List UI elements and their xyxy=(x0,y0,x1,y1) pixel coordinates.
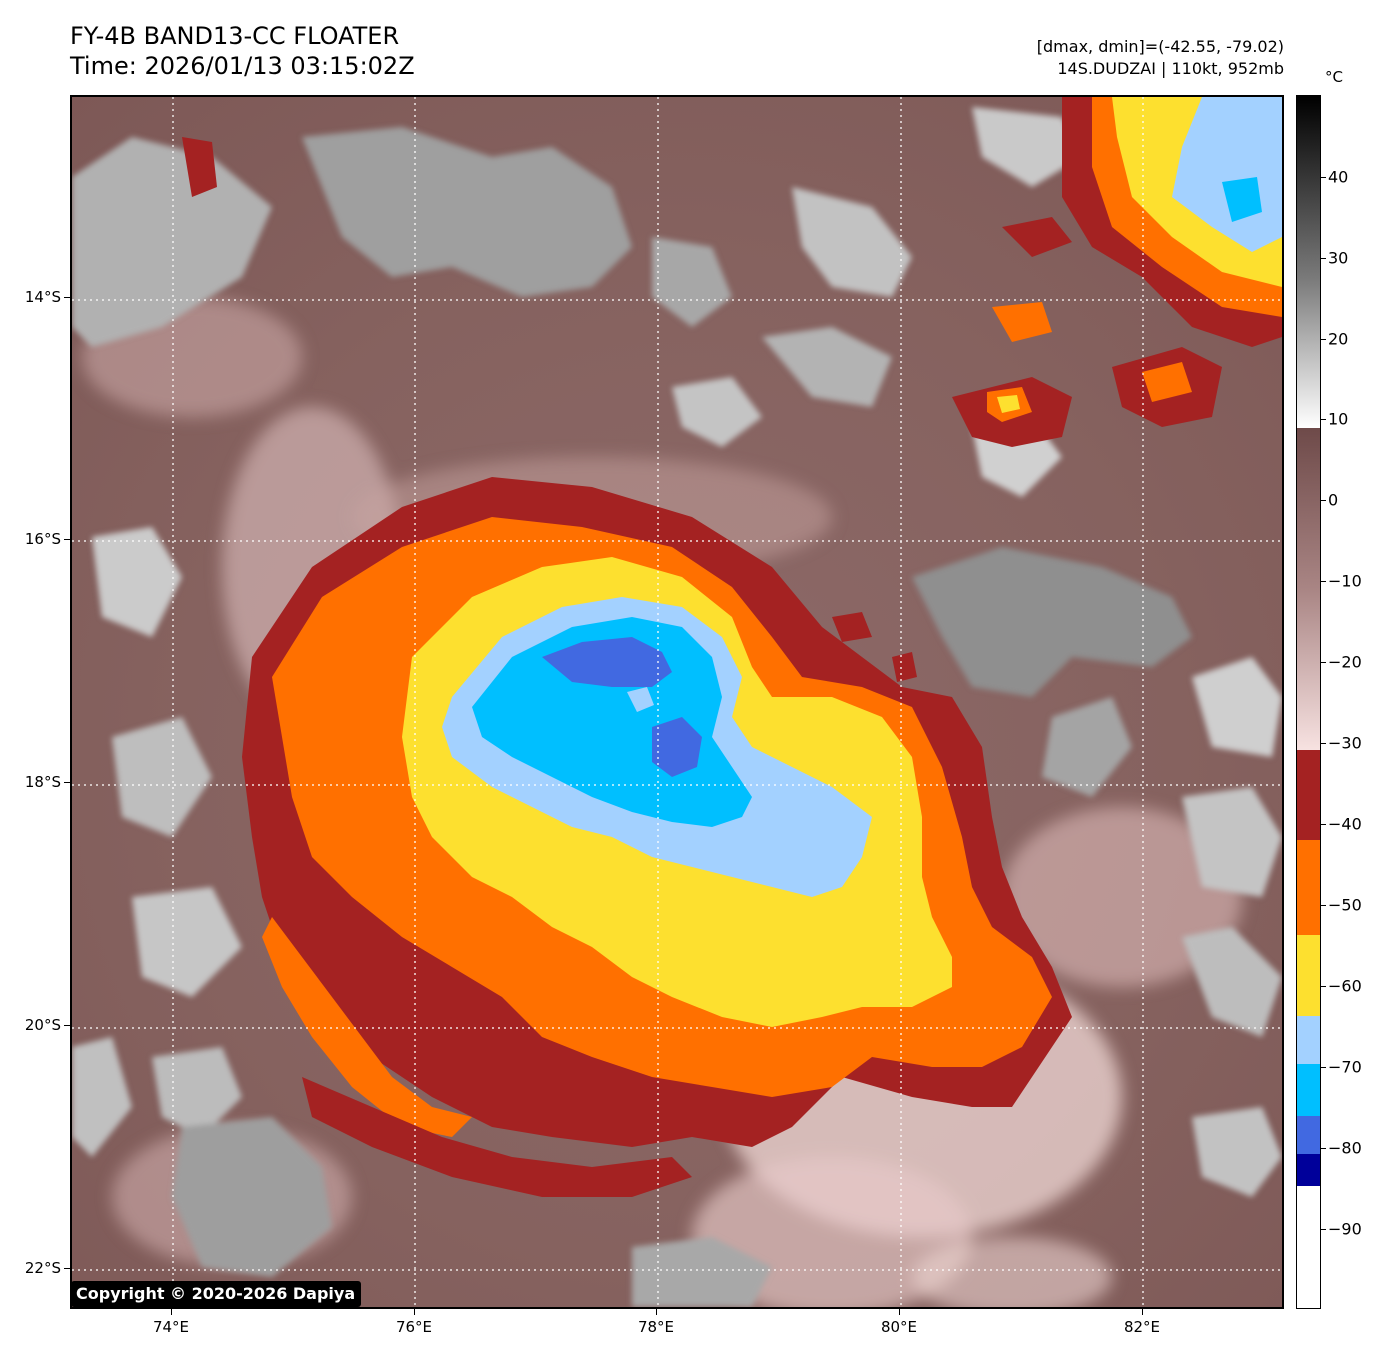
colorbar-label-minus70: −70 xyxy=(1328,1057,1362,1077)
lon-tick xyxy=(171,1309,172,1315)
colorbar-label-20: 20 xyxy=(1328,329,1349,349)
storm-info: 14S.DUDZAI | 110kt, 952mb xyxy=(1057,59,1284,78)
gridlines xyxy=(72,97,1282,1307)
colorbar-tick xyxy=(1321,581,1326,582)
storm-inner-light xyxy=(627,687,654,712)
storm-royal-blue-north xyxy=(542,637,672,687)
colorbar-dark-red xyxy=(1297,750,1320,840)
storm-cyan xyxy=(472,617,752,827)
colorbar-tick xyxy=(1321,419,1326,420)
observation-time: Time: 2026/01/13 03:15:02Z xyxy=(70,52,415,80)
colorbar-cyan xyxy=(1297,1064,1320,1116)
colorbar-tick xyxy=(1321,339,1326,340)
colorbar-label-0: 0 xyxy=(1328,490,1339,510)
colorbar-tick xyxy=(1321,258,1326,259)
lat-label-20s: 20°S xyxy=(24,1016,61,1034)
copyright-badge: Copyright © 2020-2026 Dapiya xyxy=(71,1281,362,1307)
colorbar-label-minus40: −40 xyxy=(1328,814,1362,834)
colorbar-tick xyxy=(1321,1229,1326,1230)
lon-tick xyxy=(1142,1309,1143,1315)
temperature-range: [dmax, dmin]=(-42.55, -79.02) xyxy=(1036,37,1284,56)
colorbar-orange xyxy=(1297,840,1320,935)
colorbar-label-minus50: −50 xyxy=(1328,895,1362,915)
colorbar-label-minus60: −60 xyxy=(1328,976,1362,996)
storm-system xyxy=(242,477,1072,1197)
colorbar-tick xyxy=(1321,743,1326,744)
lat-tick xyxy=(64,1268,70,1269)
colorbar-tick xyxy=(1321,500,1326,501)
colorbar-label-minus80: −80 xyxy=(1328,1138,1362,1158)
colorbar-white xyxy=(1297,1186,1320,1308)
map-title: FY-4B BAND13-CC FLOATER xyxy=(70,22,400,50)
lon-tick xyxy=(899,1309,900,1315)
colorbar-tick xyxy=(1321,1148,1326,1149)
lat-label-14s: 14°S xyxy=(24,288,61,306)
lon-label-78e: 78°E xyxy=(637,1318,675,1336)
colorbar-label-minus90: −90 xyxy=(1328,1219,1362,1239)
colorbar-royal-blue xyxy=(1297,1116,1320,1154)
colorbar-tick xyxy=(1321,177,1326,178)
lon-tick xyxy=(414,1309,415,1315)
lon-label-74e: 74°E xyxy=(152,1318,190,1336)
upper-right-cloud xyxy=(1062,97,1282,347)
colorbar-label-30: 30 xyxy=(1328,248,1349,268)
lat-tick xyxy=(64,297,70,298)
lat-label-22s: 22°S xyxy=(24,1259,61,1277)
lon-label-76e: 76°E xyxy=(395,1318,433,1336)
lon-tick xyxy=(656,1309,657,1315)
colorbar-navy xyxy=(1297,1154,1320,1186)
colorbar-label-minus10: −10 xyxy=(1328,571,1362,591)
colorbar-label-minus30: −30 xyxy=(1328,733,1362,753)
colorbar-tick xyxy=(1321,824,1326,825)
storm-royal-blue-south xyxy=(652,717,702,777)
colorbar-tick xyxy=(1321,986,1326,987)
colorbar-svg xyxy=(1297,96,1320,1308)
satellite-image xyxy=(70,95,1284,1309)
storm-tail-red xyxy=(302,1077,692,1197)
colorbar-unit: °C xyxy=(1325,68,1343,86)
lat-tick xyxy=(64,782,70,783)
lat-tick xyxy=(64,539,70,540)
colorbar-tick xyxy=(1321,1067,1326,1068)
lat-label-18s: 18°S xyxy=(24,773,61,791)
lon-label-82e: 82°E xyxy=(1123,1318,1161,1336)
colorbar-label-minus20: −20 xyxy=(1328,652,1362,672)
colorbar-warm-segment xyxy=(1297,428,1320,750)
satellite-svg xyxy=(72,97,1282,1307)
colorbar-label-10: 10 xyxy=(1328,409,1349,429)
colorbar xyxy=(1296,95,1321,1309)
lat-label-16s: 16°S xyxy=(24,530,61,548)
colorbar-yellow xyxy=(1297,935,1320,1016)
colorbar-label-40: 40 xyxy=(1328,167,1349,187)
colorbar-tick xyxy=(1321,662,1326,663)
lat-tick xyxy=(64,1025,70,1026)
colorbar-light-blue xyxy=(1297,1016,1320,1064)
storm-feeder-band xyxy=(262,917,472,1137)
colorbar-gray-segment xyxy=(1297,96,1320,428)
colorbar-tick xyxy=(1321,905,1326,906)
upper-convection xyxy=(182,137,1222,682)
lon-label-80e: 80°E xyxy=(880,1318,918,1336)
